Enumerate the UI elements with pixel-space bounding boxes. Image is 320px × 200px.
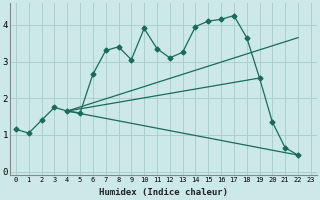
X-axis label: Humidex (Indice chaleur): Humidex (Indice chaleur) (99, 188, 228, 197)
